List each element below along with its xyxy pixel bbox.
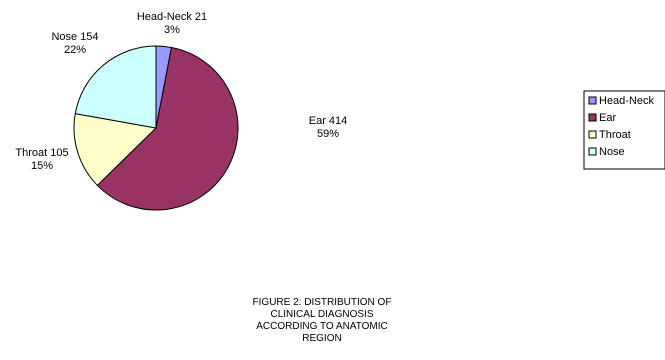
slice-label-nose: Nose 154 [51, 31, 98, 43]
legend-swatch-ear [588, 113, 597, 122]
caption-line: FIGURE 2: DISTRIBUTION OF [253, 297, 392, 308]
pie-slice-throat [73, 113, 158, 187]
pie-slice-ear [96, 46, 239, 211]
legend-items: Head-Neck Ear Throat Nose [588, 95, 655, 158]
pie-slices [73, 45, 239, 211]
legend-label-head-neck: Head-Neck [599, 95, 655, 107]
legend-swatch-throat [588, 130, 597, 139]
caption-line: ACCORDING TO ANATOMIC [256, 321, 388, 332]
slice-percent-throat: 15% [31, 160, 53, 172]
slice-percent-nose: 22% [64, 44, 86, 56]
legend-swatch-nose [588, 147, 597, 156]
pie-slice-nose [74, 45, 157, 129]
legend-frame [583, 90, 665, 170]
caption-line: REGION [302, 333, 341, 344]
caption-line: CLINICAL DIAGNOSIS [271, 309, 374, 320]
legend: Head-Neck Ear Throat Nose [583, 90, 665, 170]
legend-swatch-head-neck [588, 96, 597, 105]
legend-label-throat: Throat [599, 129, 631, 141]
slice-label-head-neck: Head-Neck 21 [137, 11, 207, 23]
slice-label-throat: Throat 105 [15, 147, 68, 159]
slice-label-ear: Ear 414 [309, 115, 348, 127]
legend-label-ear: Ear [599, 112, 616, 124]
legend-label-nose: Nose [599, 146, 625, 158]
slice-percent-ear: 59% [317, 128, 339, 140]
slice-percent-head-neck: 3% [164, 24, 180, 36]
